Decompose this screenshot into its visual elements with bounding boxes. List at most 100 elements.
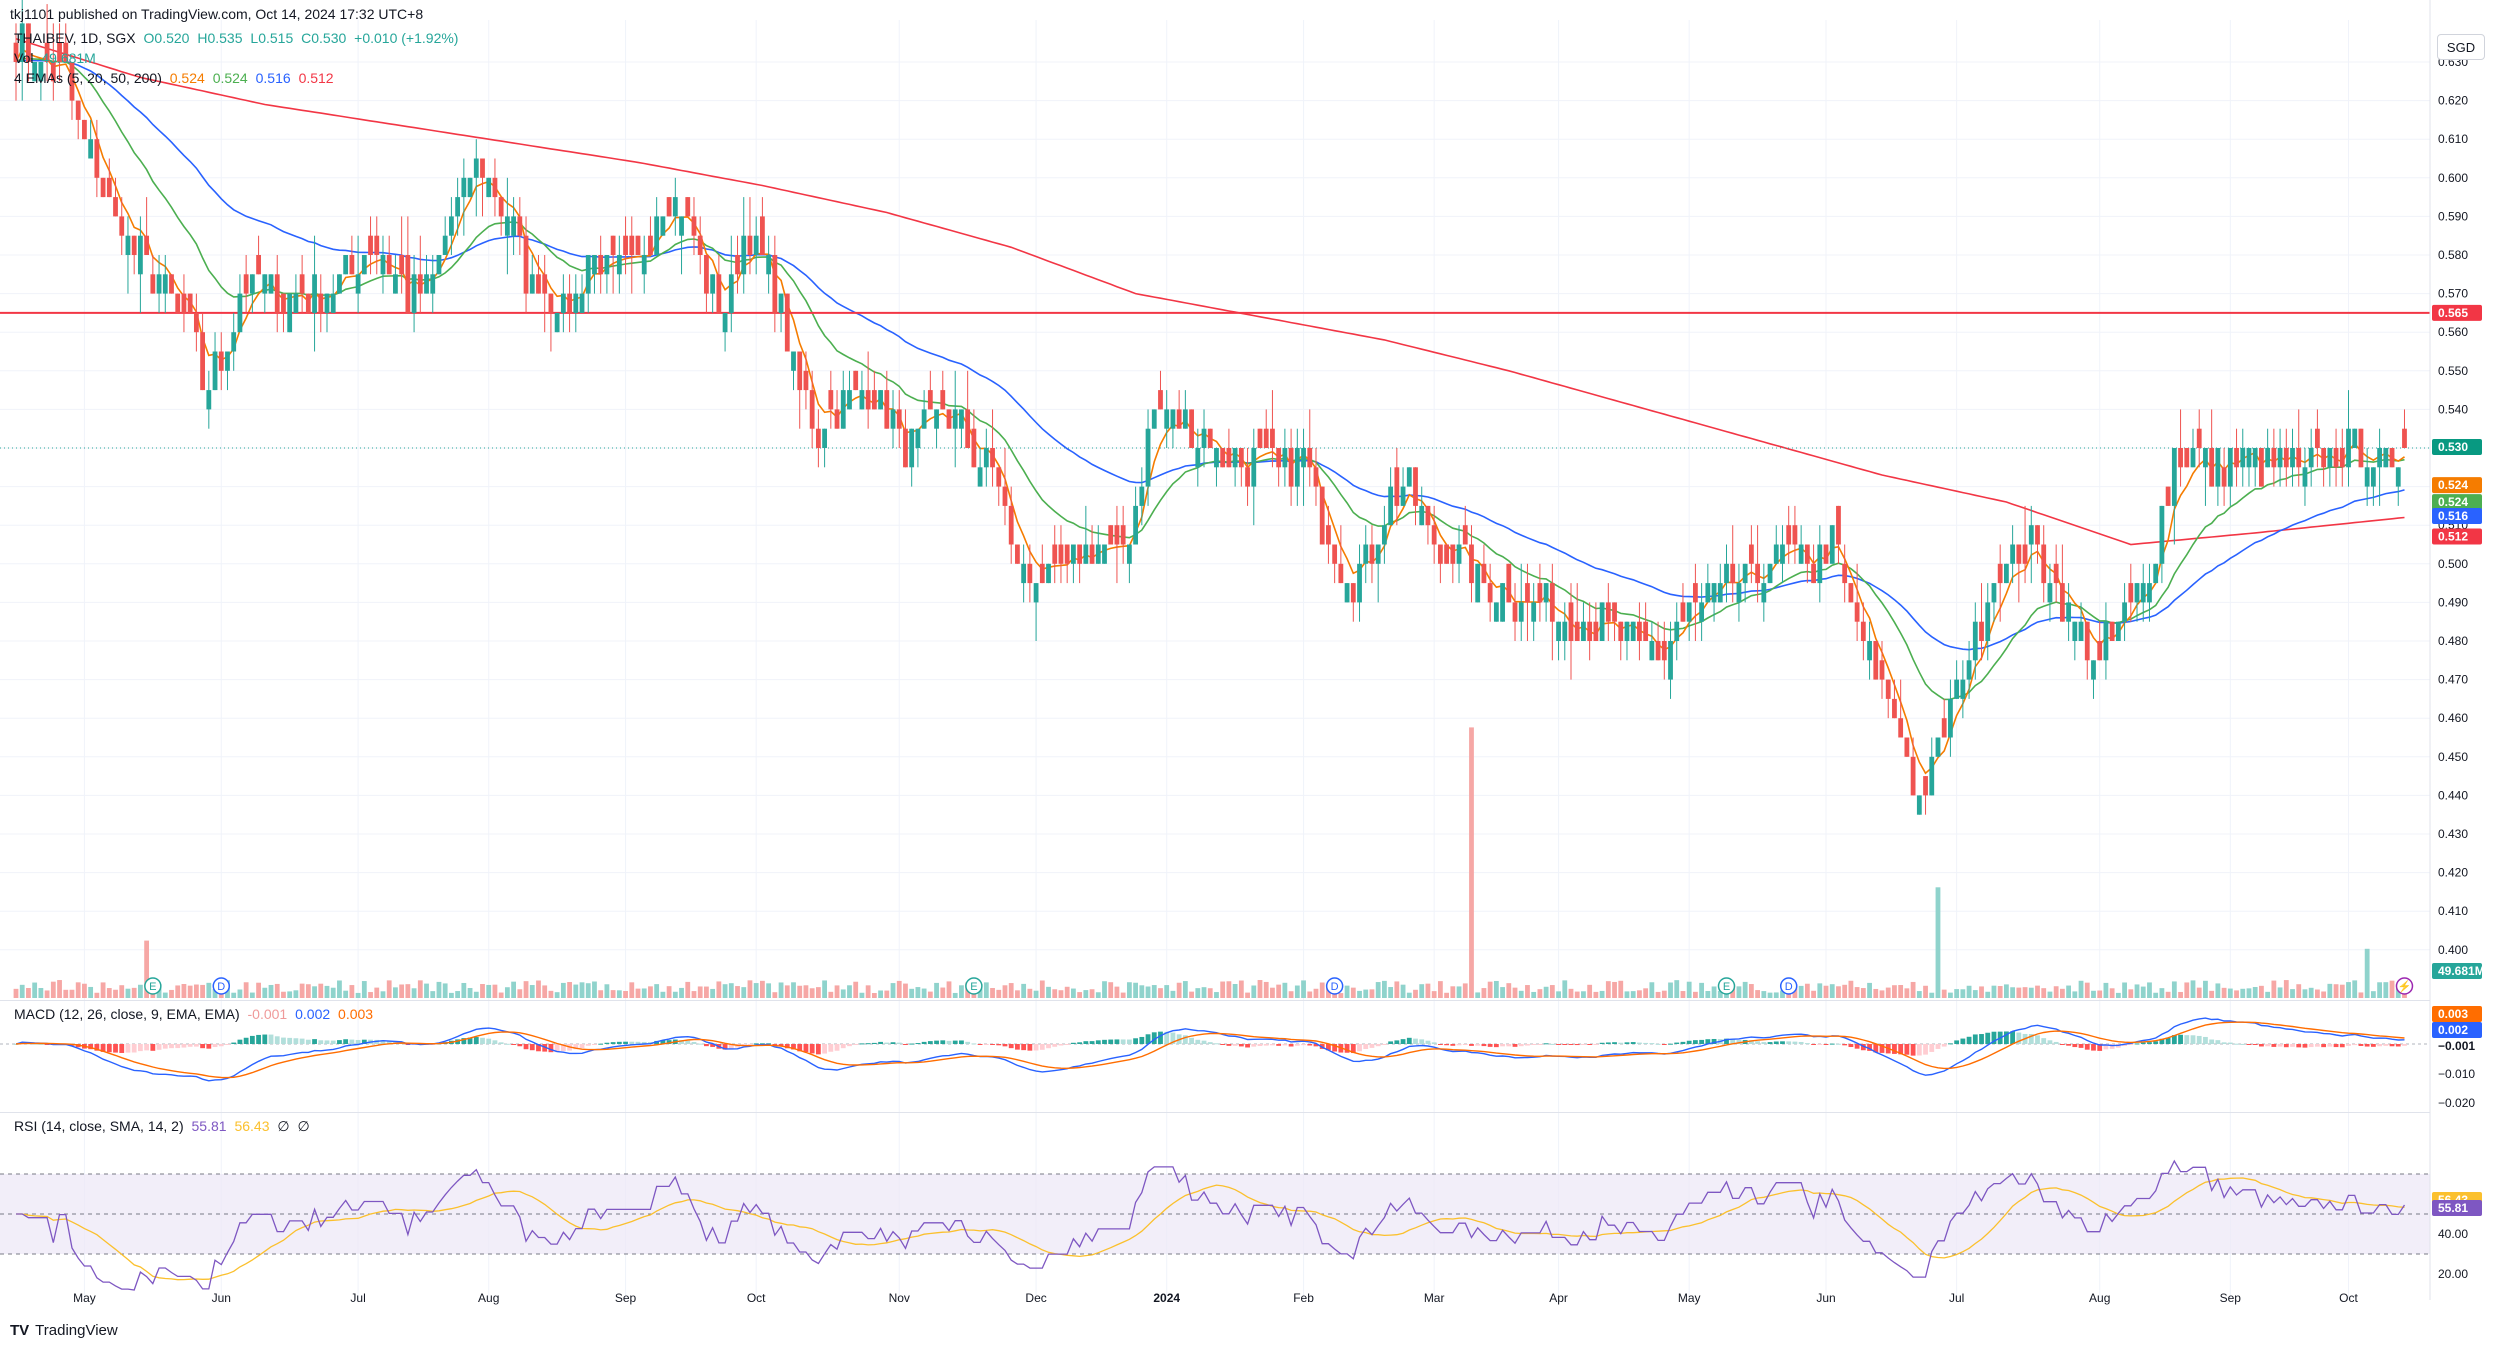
candle-body [1500, 583, 1505, 622]
volume-bar [741, 987, 747, 998]
candle-body [2066, 602, 2071, 622]
candle-body [13, 42, 19, 62]
volume-bar [1979, 986, 1984, 998]
macd-histogram-bar [2004, 1031, 2009, 1044]
macd-histogram-bar [281, 1037, 286, 1044]
candle-body [1979, 621, 1984, 641]
alert-marker-icon[interactable] [2395, 977, 2414, 995]
macd-histogram-bar [2165, 1037, 2171, 1044]
volume-bar [2377, 982, 2382, 998]
horizontal-level-line[interactable] [0, 311, 2430, 449]
volume-bar [766, 983, 772, 998]
macd-histogram-bar [1873, 1044, 1879, 1053]
macd-histogram-bar [181, 1044, 187, 1048]
currency-button[interactable]: SGD [2437, 34, 2485, 60]
candle-body [1581, 621, 1586, 641]
tradingview-logo[interactable]: TV TradingView [10, 1322, 118, 1339]
dividend-marker-icon[interactable] [1325, 977, 1344, 995]
candle-body [144, 235, 150, 255]
candle-body [1537, 583, 1543, 603]
macd-histogram-bar [337, 1040, 342, 1044]
candle-body [1158, 390, 1163, 410]
macd-histogram-bar [1332, 1044, 1338, 1052]
candle-body [2277, 448, 2283, 468]
candle-body [616, 255, 622, 275]
candle-body [1102, 544, 1107, 564]
ema-legend[interactable]: 4 EMAs (5, 20, 50, 200) 0.524 0.524 0.51… [14, 70, 338, 86]
macd-histogram-bar [2010, 1031, 2016, 1044]
candle-body [716, 274, 722, 313]
macd-histogram-bar [1002, 1044, 1008, 1047]
macd-histogram-bar [1823, 1044, 1829, 1045]
candles [13, 0, 2407, 815]
price-tick-label: 0.420 [2438, 866, 2468, 880]
volume-bar [249, 992, 255, 998]
volume-bar [1369, 989, 1375, 998]
ema-20-line [15, 57, 2405, 701]
candle-body [1313, 467, 1319, 487]
earnings-marker-icon[interactable] [144, 977, 162, 995]
macd-histogram-bar [1941, 1044, 1947, 1047]
volume-bar [1164, 985, 1170, 998]
price-axis[interactable]: 0.400 0.410 0.420 0.430 0.440 0.450 0.460 0.470… [2429, 0, 2475, 1300]
candle-body [1624, 621, 1630, 641]
candle-body [1350, 583, 1356, 603]
volume-bar [50, 981, 56, 998]
volume-bar [1114, 986, 1120, 998]
earnings-marker-icon[interactable] [1717, 977, 1736, 995]
volume-bar [2346, 982, 2351, 998]
candle-body [343, 255, 349, 275]
macd-histogram-bar [2290, 1044, 2295, 1047]
volume-bar [1823, 985, 1829, 998]
volume-bar [921, 988, 927, 998]
volume-bar [1083, 990, 1089, 998]
pane-divider-macd[interactable] [0, 1000, 2430, 1001]
macd-histogram-bar [529, 1044, 535, 1051]
macd-histogram-bar [88, 1044, 94, 1050]
volume-bar [82, 983, 87, 998]
macd-histogram-bar [2302, 1044, 2308, 1048]
volume-bar [884, 990, 890, 998]
macd-histogram-bar [1413, 1038, 1418, 1044]
macd-histogram-bar [1624, 1042, 1630, 1044]
event-markers[interactable]: E D E D E D ⚡ [144, 977, 2414, 995]
candle-body [560, 293, 566, 313]
time-axis[interactable]: May Jun Jul Aug Sep Oct Nov Dec 2024 Feb Mar Apr May… [73, 1291, 2358, 1305]
candle-body [996, 467, 1002, 487]
macd-histogram-bar [1991, 1031, 1997, 1044]
volume-bar [256, 982, 261, 998]
dividend-marker-icon[interactable] [1779, 977, 1798, 995]
volume-bar [436, 981, 442, 998]
candle-body [927, 390, 933, 410]
earnings-marker-icon[interactable] [965, 977, 983, 995]
candle-body [2041, 544, 2047, 584]
volume-bar [1462, 983, 1468, 998]
macd-histogram-bar [1462, 1044, 1468, 1045]
volume-bar [1039, 980, 1045, 998]
ohlc-legend[interactable]: THAIBEV, 1D, SGX O0.520 H0.535 L0.515 C0… [14, 30, 462, 46]
volume-bar [735, 986, 740, 998]
macd-histogram-bar [760, 1043, 765, 1045]
candle-body [1699, 602, 1705, 622]
volume-legend[interactable]: Vol 49.681M [14, 50, 100, 66]
macd-histogram-bar [2016, 1032, 2022, 1044]
volume-bar [959, 985, 964, 998]
rsi-legend[interactable]: RSI (14, close, SMA, 14, 2) 55.81 56.43 … [14, 1118, 314, 1135]
candle-body [585, 255, 591, 294]
candle-body [19, 23, 25, 62]
candle-body [604, 255, 610, 275]
pane-divider-rsi[interactable] [0, 1112, 2430, 1113]
macd-legend[interactable]: MACD (12, 26, close, 9, EMA, EMA) -0.001… [14, 1006, 377, 1022]
macd-histogram-bar [2053, 1041, 2059, 1044]
volume-bar [200, 984, 205, 998]
macd-histogram-bar [1867, 1044, 1872, 1051]
price-tick-label: 0.600 [2438, 171, 2468, 185]
candle-body [1375, 544, 1381, 564]
candle-body [2221, 467, 2227, 487]
volume-bar [847, 985, 852, 998]
price-tick-label: 0.580 [2438, 248, 2468, 262]
macd-histogram-bar [1251, 1044, 1257, 1047]
volume-bar [1562, 980, 1568, 998]
dividend-marker-icon[interactable] [212, 977, 231, 995]
